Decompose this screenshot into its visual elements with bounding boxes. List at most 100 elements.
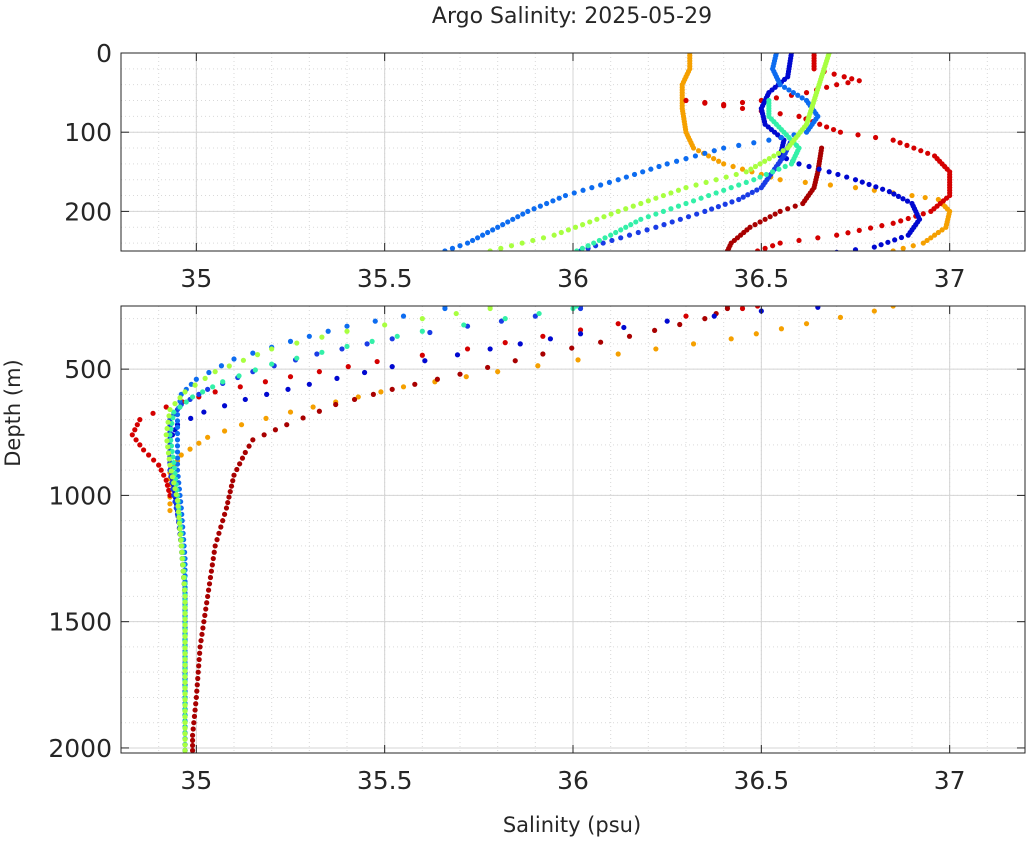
data-point [369,338,375,344]
data-layer-upper [442,53,953,251]
data-point [419,352,425,358]
data-point [753,331,759,337]
data-point [262,379,268,385]
data-point [188,415,194,421]
data-point [824,84,830,90]
data-point [886,189,893,195]
data-point [683,156,689,162]
data-point [180,562,186,568]
data-point [721,103,727,109]
data-point [668,206,674,212]
data-point [706,153,712,159]
data-point [225,499,231,506]
data-point [618,235,624,241]
data-point [216,530,222,536]
data-point [272,427,279,433]
data-point [174,430,181,437]
data-point [540,351,546,357]
data-point [547,336,554,342]
data-point [739,166,746,172]
data-point [201,409,207,415]
data-point [176,520,182,526]
y-tick-label: 500 [64,355,112,384]
data-point [500,222,506,228]
data-point [485,364,491,371]
data-point [837,314,844,320]
data-point [175,509,182,515]
data-point [630,203,636,209]
data-point [361,369,368,376]
data-point [722,201,728,207]
data-point [775,150,782,156]
data-point [596,237,602,244]
data-point [844,174,850,180]
data-point [182,389,188,395]
data-point [287,409,294,415]
data-point [795,92,801,98]
data-point [182,662,188,668]
data-point [721,187,727,193]
data-point [306,333,312,339]
data-point [163,404,169,410]
data-point [195,675,201,682]
data-point [551,232,557,238]
data-point [770,243,776,249]
data-point [242,396,248,403]
data-point [898,234,905,241]
data-point [660,208,667,214]
data-point [891,191,897,197]
data-point [532,313,538,319]
data-point [736,196,742,203]
data-point [180,568,186,574]
data-point [171,480,177,486]
data-point [370,391,376,397]
data-point [924,237,930,244]
data-point [193,701,199,707]
data-point [644,227,650,233]
data-point [675,187,682,193]
data-point [389,336,395,342]
data-point [220,379,226,385]
data-point [196,663,202,669]
data-point [237,384,243,390]
data-point [871,244,877,250]
series-2-lower [189,306,731,753]
data-point [182,593,188,600]
data-point [845,230,851,236]
data-point [693,182,699,188]
data-point [803,129,810,135]
data-point [182,702,188,709]
data-point [196,391,202,397]
data-point [236,373,242,379]
data-point [683,185,689,191]
y-tick-label: 100 [64,118,112,147]
data-point [449,245,456,251]
data-point [355,394,361,400]
data-point [935,229,941,236]
data-point [372,318,378,324]
data-point [226,363,232,369]
data-point [608,211,614,217]
data-point [591,240,597,246]
data-point [200,625,206,631]
data-point [209,562,215,568]
data-point [601,214,607,220]
data-point [487,248,493,251]
data-point [202,612,208,618]
data-point [419,316,425,322]
data-point [695,148,702,154]
data-point [786,87,792,93]
data-point [928,235,934,241]
data-point [198,638,204,644]
data-point [469,237,476,244]
data-point [177,404,183,410]
data-point [751,140,757,146]
data-point [176,514,182,521]
data-point [918,148,924,154]
data-point [182,645,188,651]
data-point [218,524,224,530]
data-point [174,443,181,449]
data-point [572,224,579,230]
data-point [536,310,542,317]
series-1-upper [683,53,953,251]
